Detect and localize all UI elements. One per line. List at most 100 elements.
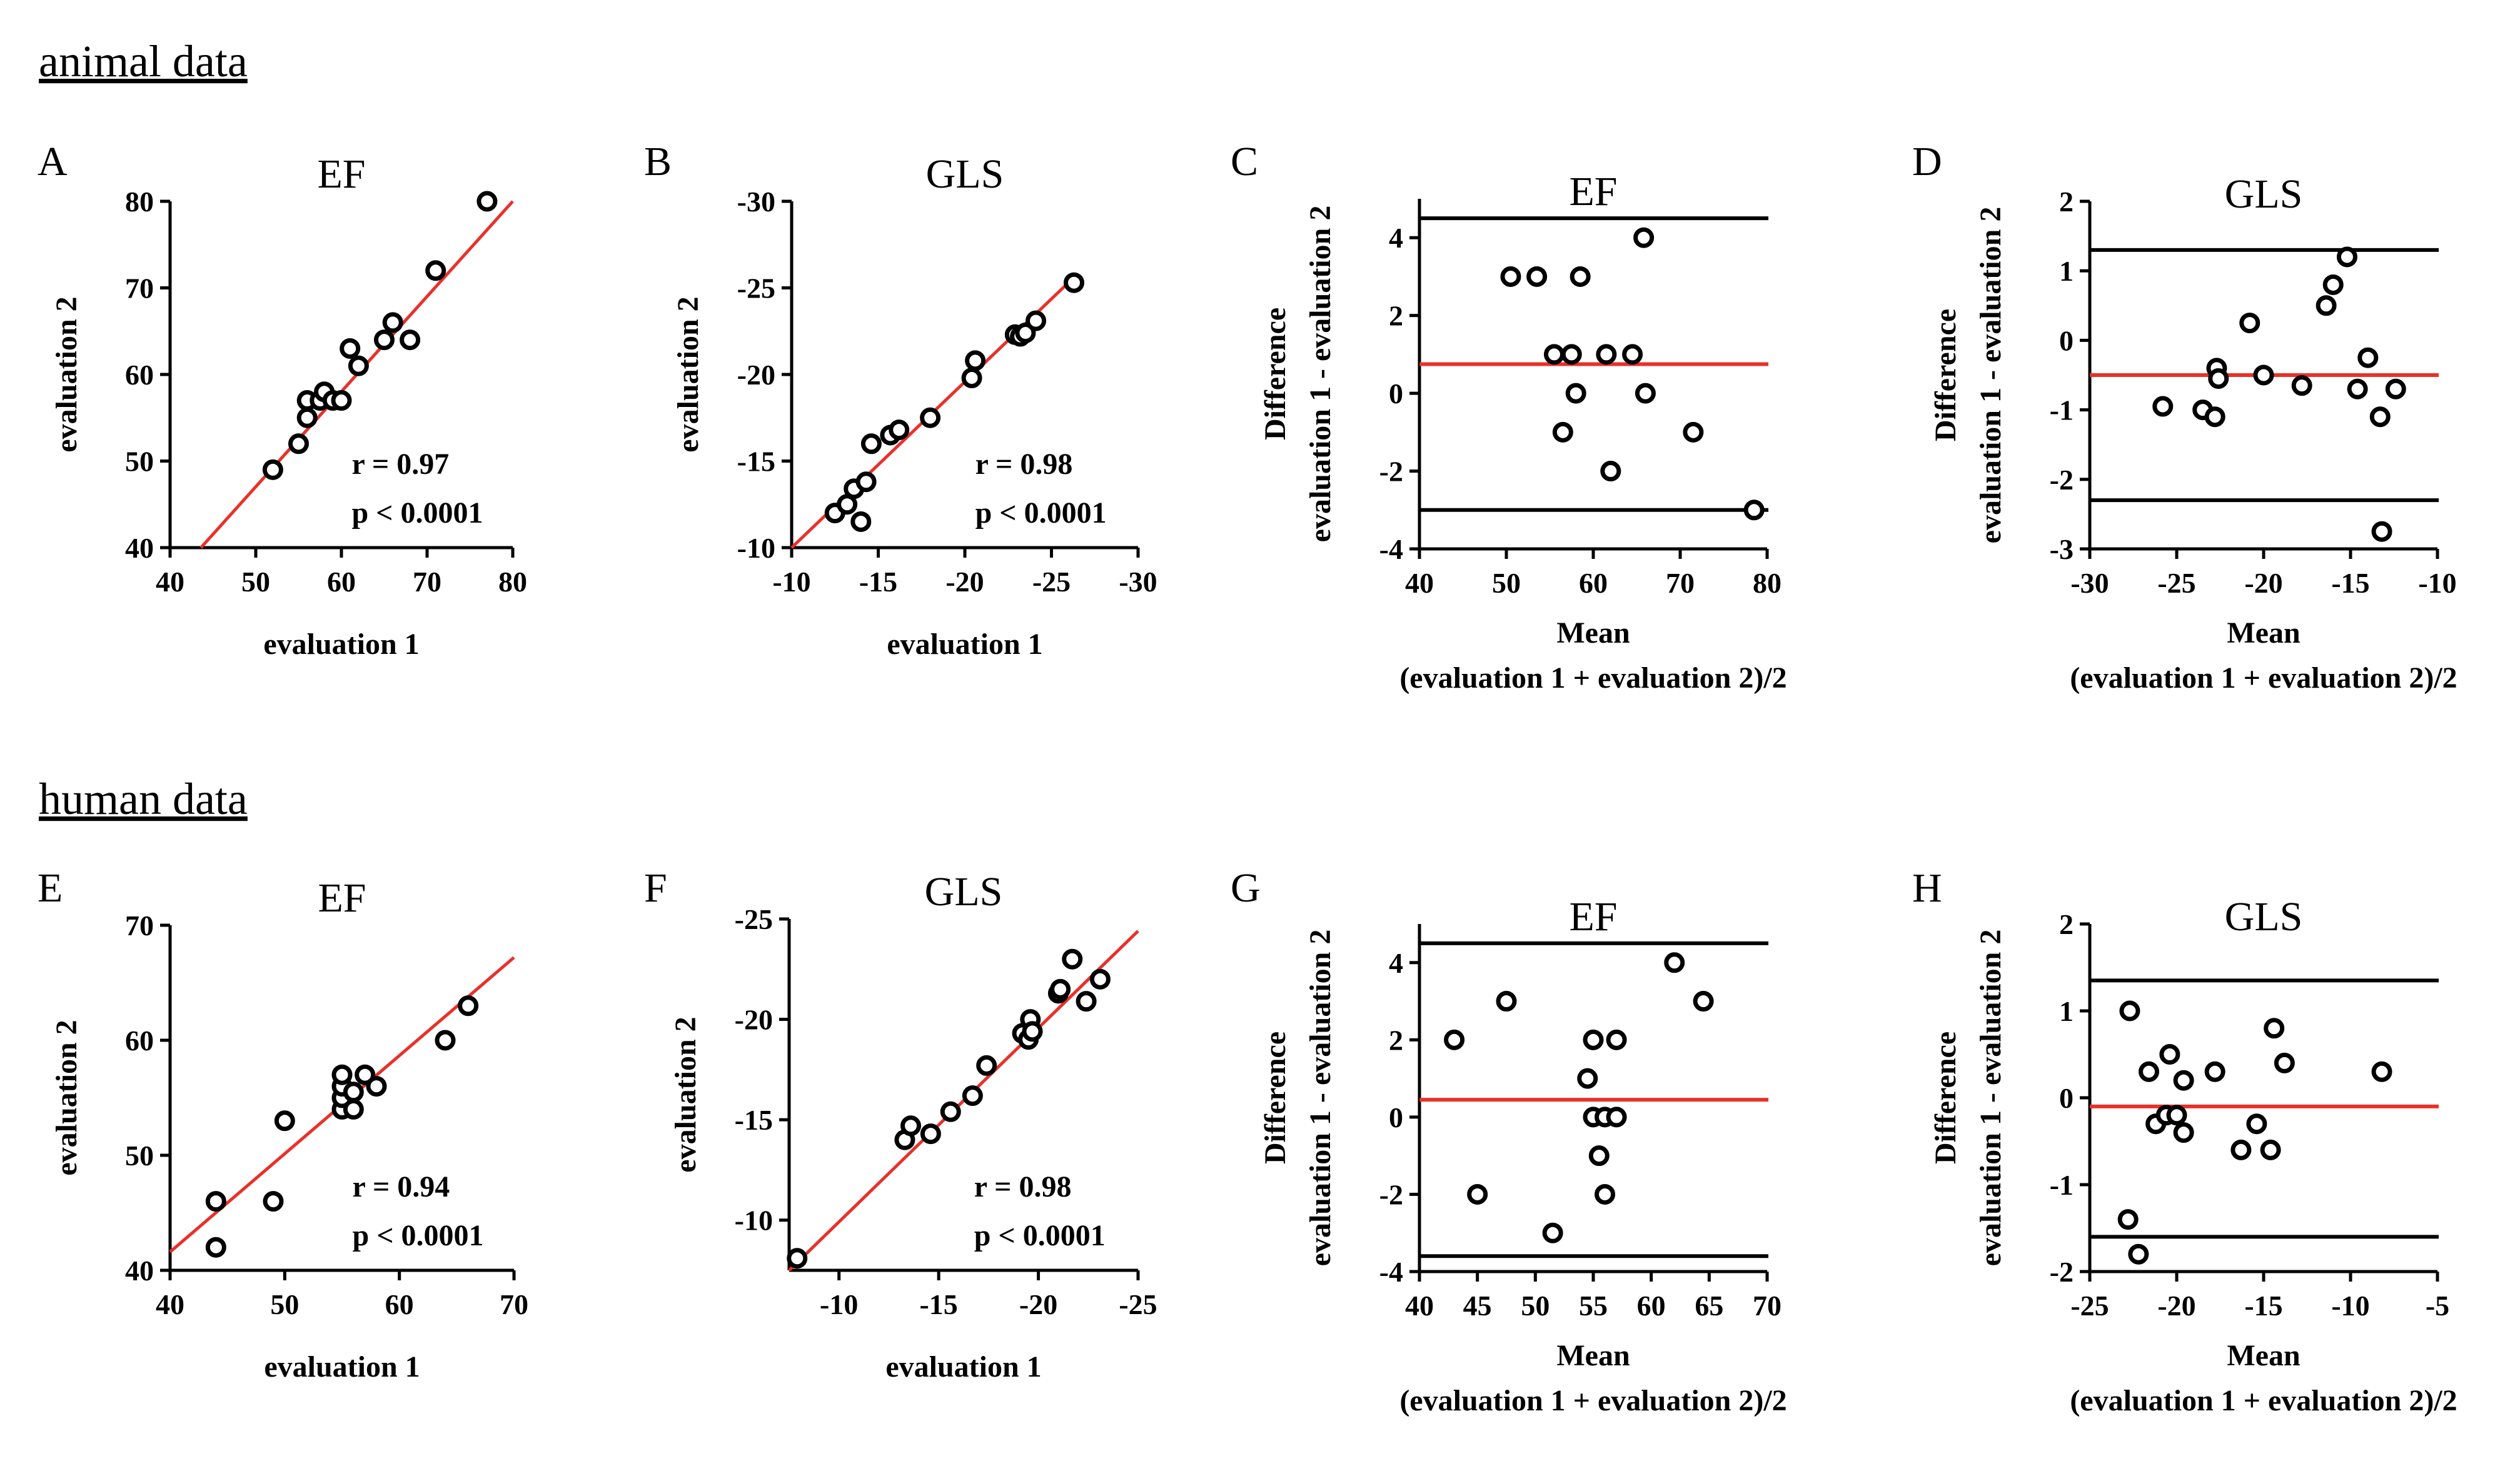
- y-axis-label: evaluation 1 - evaluation 2: [1974, 207, 2007, 544]
- data-point: [2347, 378, 2368, 399]
- data-point: [920, 407, 941, 428]
- x-axis-label: (evaluation 1 + evaluation 2)/2: [2070, 1384, 2457, 1417]
- y-axis-label: evaluation 1 - evaluation 2: [1974, 930, 2007, 1267]
- y-tick-label: 80: [125, 186, 154, 218]
- chart-panel-e: E EF 40 50 60 70 40 50 60 70 evaluation 1 evaluatio…: [38, 865, 528, 1383]
- data-point: [1693, 991, 1714, 1012]
- data-point: [1588, 1145, 1610, 1167]
- x-tick-label: -10: [772, 566, 810, 598]
- data-point: [2246, 1113, 2267, 1135]
- data-point: [374, 329, 395, 351]
- y-tick-label: 50: [125, 446, 154, 478]
- data-point: [288, 433, 309, 454]
- section-title-human: human data: [39, 774, 248, 824]
- y-tick-label: -2: [1379, 1178, 1403, 1210]
- x-tick-label: -25: [2070, 1290, 2109, 1322]
- panel-letter: B: [644, 139, 672, 184]
- x-tick-label: -20: [2244, 567, 2282, 599]
- stat-label: p < 0.0001: [975, 496, 1107, 530]
- data-point: [2260, 1139, 2281, 1160]
- data-point: [2117, 1209, 2139, 1230]
- y-tick-label: -20: [735, 1004, 773, 1036]
- x-axis-label: Mean: [1556, 616, 1630, 650]
- x-tick-label: 80: [1753, 567, 1782, 599]
- data-point: [2371, 1061, 2392, 1082]
- y-tick-label: -30: [737, 186, 775, 218]
- data-point: [1577, 1068, 1598, 1089]
- x-tick-label: -20: [1019, 1288, 1057, 1320]
- data-point: [1565, 383, 1586, 404]
- data-point: [1683, 421, 1704, 443]
- y-axis-label: Difference: [1259, 1032, 1292, 1164]
- data-point: [343, 1082, 364, 1103]
- x-tick-label: 60: [327, 566, 356, 598]
- x-tick-label: 40: [1405, 567, 1434, 599]
- x-tick-label: -20: [945, 566, 984, 598]
- data-point: [2204, 406, 2225, 428]
- data-point: [2128, 1243, 2149, 1265]
- y-axis-label: Difference: [1929, 1032, 1962, 1164]
- data-point: [366, 1076, 387, 1097]
- x-tick-label: -5: [2426, 1290, 2449, 1322]
- data-point: [2208, 368, 2229, 389]
- y-tick-label: 2: [1389, 1024, 1403, 1056]
- y-tick-label: 4: [1389, 947, 1403, 979]
- data-point: [476, 191, 498, 212]
- y-tick-label: 70: [125, 910, 154, 941]
- x-tick-label: -10: [2331, 1290, 2369, 1322]
- stat-label: p < 0.0001: [353, 1219, 484, 1252]
- x-tick-label: 60: [1637, 1290, 1666, 1322]
- data-point: [2230, 1139, 2252, 1160]
- stat-label: r = 0.98: [974, 1170, 1072, 1203]
- x-tick-label: 40: [156, 1288, 184, 1320]
- x-tick-label: 70: [1753, 1290, 1782, 1322]
- y-axis-label: evaluation 1 - evaluation 2: [1304, 206, 1337, 543]
- data-point: [331, 390, 352, 411]
- x-tick-label: 70: [413, 566, 441, 598]
- x-axis-label: (evaluation 1 + evaluation 2)/2: [2070, 661, 2457, 695]
- data-point: [400, 329, 421, 351]
- x-axis-label: Mean: [1556, 1339, 1630, 1372]
- stat-label: p < 0.0001: [974, 1219, 1106, 1252]
- y-tick-label: 2: [1389, 300, 1403, 332]
- data-point: [850, 511, 872, 532]
- data-point: [2291, 375, 2312, 396]
- x-tick-label: 50: [1521, 1290, 1550, 1322]
- data-point: [435, 1030, 456, 1051]
- data-point: [1089, 968, 1111, 990]
- x-tick-label: -15: [2244, 1290, 2282, 1322]
- data-point: [1606, 1029, 1627, 1050]
- x-tick-label: 40: [156, 566, 184, 598]
- y-tick-label: 2: [2059, 186, 2074, 218]
- stat-label: r = 0.97: [351, 448, 449, 481]
- stat-label: r = 0.98: [975, 448, 1073, 481]
- y-tick-label: 1: [2059, 995, 2074, 1027]
- chart-panel-a: A EF 40 50 60 70 80 40 50 60 70 80 evaluation 1 evalu…: [38, 139, 527, 661]
- y-tick-label: 0: [1389, 1102, 1403, 1133]
- data-point: [860, 433, 882, 454]
- data-point: [1026, 310, 1047, 331]
- data-point: [2173, 1070, 2194, 1091]
- y-tick-label: -10: [735, 1205, 773, 1237]
- data-point: [1635, 383, 1656, 404]
- panel-letter: H: [1912, 865, 1942, 911]
- data-point: [2274, 1052, 2295, 1073]
- x-axis-label: (evaluation 1 + evaluation 2)/2: [1399, 1384, 1787, 1417]
- data-point: [962, 1085, 983, 1107]
- y-tick-label: 60: [125, 359, 154, 391]
- x-axis-label: evaluation 1: [264, 1350, 420, 1383]
- y-tick-label: 40: [125, 1255, 154, 1287]
- x-tick-label: 45: [1463, 1290, 1492, 1322]
- y-tick-label: -4: [1379, 533, 1403, 565]
- data-point: [331, 1064, 353, 1085]
- y-tick-label: -1: [2050, 1169, 2074, 1201]
- y-axis-label: evaluation 2: [669, 1017, 702, 1172]
- data-point: [205, 1237, 226, 1258]
- x-tick-label: -30: [2070, 567, 2109, 599]
- data-point: [2322, 274, 2344, 295]
- data-point: [2253, 364, 2274, 386]
- data-point: [296, 407, 318, 428]
- data-point: [1664, 952, 1685, 973]
- y-tick-label: -2: [2050, 464, 2074, 496]
